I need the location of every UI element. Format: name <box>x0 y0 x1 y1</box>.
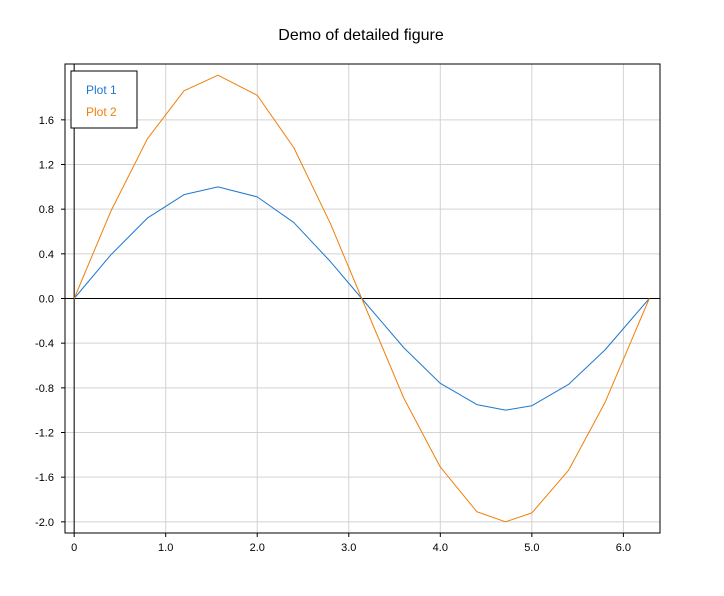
x-tick-label: 5.0 <box>524 542 539 554</box>
legend-label-plot-1: Plot 1 <box>86 83 117 97</box>
y-tick-label: 0.0 <box>39 294 54 306</box>
y-tick-label: 1.6 <box>39 115 54 127</box>
legend-box <box>70 70 138 129</box>
legend: Plot 1 Plot 2 <box>70 70 138 129</box>
y-tick-label: 1.2 <box>39 160 54 172</box>
zero-axes <box>65 64 660 533</box>
x-tick-label: 2.0 <box>250 542 265 554</box>
x-tick-label: 0 <box>71 542 77 554</box>
x-tick-label: 4.0 <box>433 542 448 554</box>
y-tick-label: -2.0 <box>35 517 54 529</box>
y-tick-label: -0.8 <box>35 383 54 395</box>
x-tick-label: 1.0 <box>158 542 173 554</box>
series-line-2 <box>73 74 650 523</box>
y-tick-label: -1.2 <box>35 428 54 440</box>
x-tick-label: 6.0 <box>616 542 631 554</box>
y-tick-label: -1.6 <box>35 472 54 484</box>
tick-labels: 0 1.0 2.0 3.0 4.0 5.0 6.0 -2.0 -1.6 -1.2 -0.8 -0.4 0… <box>35 115 631 554</box>
y-tick-label: -0.4 <box>35 338 54 350</box>
legend-label-plot-2: Plot 2 <box>86 105 117 119</box>
y-tick-label: 0.8 <box>39 204 54 216</box>
series-layer <box>73 74 650 523</box>
x-tick-label: 3.0 <box>341 542 356 554</box>
y-tick-label: 0.4 <box>39 249 54 261</box>
chart-title: Demo of detailed figure <box>278 27 444 44</box>
